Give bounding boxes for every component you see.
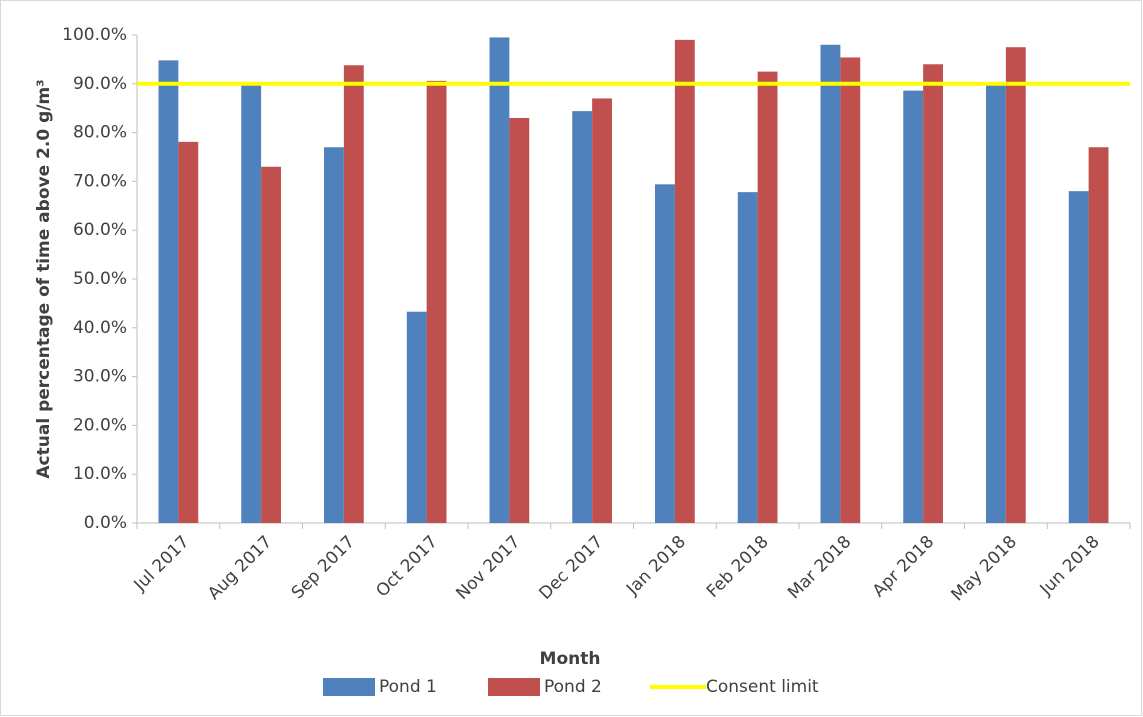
y-axis-title: Actual percentage of time above 2.0 g/m³: [34, 79, 54, 478]
bar: [1088, 147, 1109, 524]
y-tick-label: 90.0%: [73, 74, 127, 94]
bar: [674, 39, 695, 523]
bar: [840, 57, 861, 523]
y-tick-label: 50.0%: [73, 269, 127, 289]
bar: [261, 166, 281, 523]
y-tick-label: 10.0%: [73, 464, 127, 484]
y-tick-label: 0.0%: [84, 513, 127, 533]
bar: [757, 71, 778, 523]
bar: [489, 37, 510, 523]
bar: [737, 192, 758, 524]
bar: [241, 84, 262, 523]
y-tick-label: 40.0%: [73, 318, 127, 338]
legend-label: Consent limit: [706, 677, 819, 697]
legend-label: Pond 1: [379, 677, 437, 697]
bar: [923, 64, 943, 523]
legend-swatch: [488, 678, 540, 696]
bar: [324, 147, 344, 524]
bar: [158, 60, 179, 523]
y-tick-label: 20.0%: [73, 415, 127, 435]
bar: [343, 65, 364, 524]
bar: [1005, 47, 1026, 523]
legend-label: Pond 2: [544, 677, 602, 697]
bar: [903, 90, 924, 523]
y-tick-label: 100.0%: [62, 25, 127, 45]
y-tick-label: 30.0%: [73, 367, 127, 387]
bar: [572, 111, 593, 524]
bar: [509, 117, 530, 524]
bar: [406, 311, 427, 523]
bar: [820, 44, 841, 523]
bar: [592, 98, 612, 523]
y-tick-label: 70.0%: [73, 171, 127, 191]
bar: [426, 80, 447, 523]
x-axis-title: Month: [540, 649, 601, 669]
y-tick-label: 60.0%: [73, 220, 127, 240]
y-tick-label: 80.0%: [73, 123, 127, 143]
bar: [178, 141, 199, 523]
bar: [655, 184, 675, 523]
bar: [1068, 191, 1089, 523]
bar: [986, 83, 1006, 524]
legend-swatch: [323, 678, 375, 696]
